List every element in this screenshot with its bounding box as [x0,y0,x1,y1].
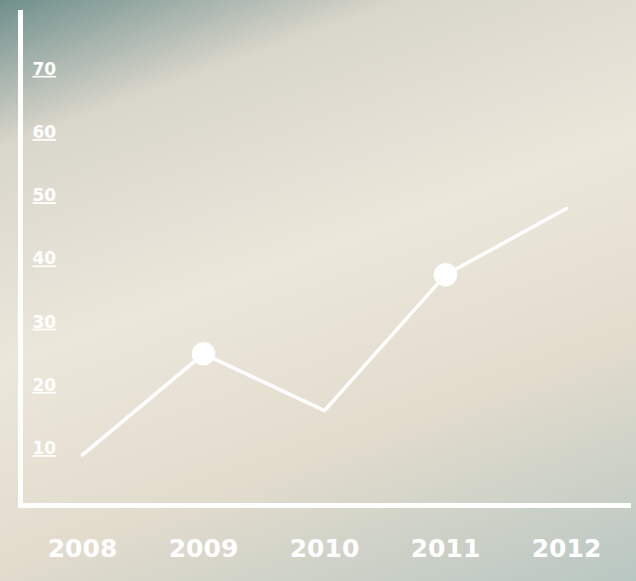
svg-text:30: 30 [33,312,57,332]
svg-text:2010: 2010 [290,534,360,563]
svg-text:60: 60 [33,122,57,142]
svg-text:20: 20 [33,375,57,395]
svg-text:2011: 2011 [411,534,481,563]
svg-text:50: 50 [33,185,57,205]
svg-text:2009: 2009 [169,534,239,563]
svg-text:2012: 2012 [532,534,602,563]
svg-text:10: 10 [33,438,57,458]
svg-text:70: 70 [33,59,57,79]
svg-text:40: 40 [33,248,57,268]
svg-text:2008: 2008 [48,534,118,563]
